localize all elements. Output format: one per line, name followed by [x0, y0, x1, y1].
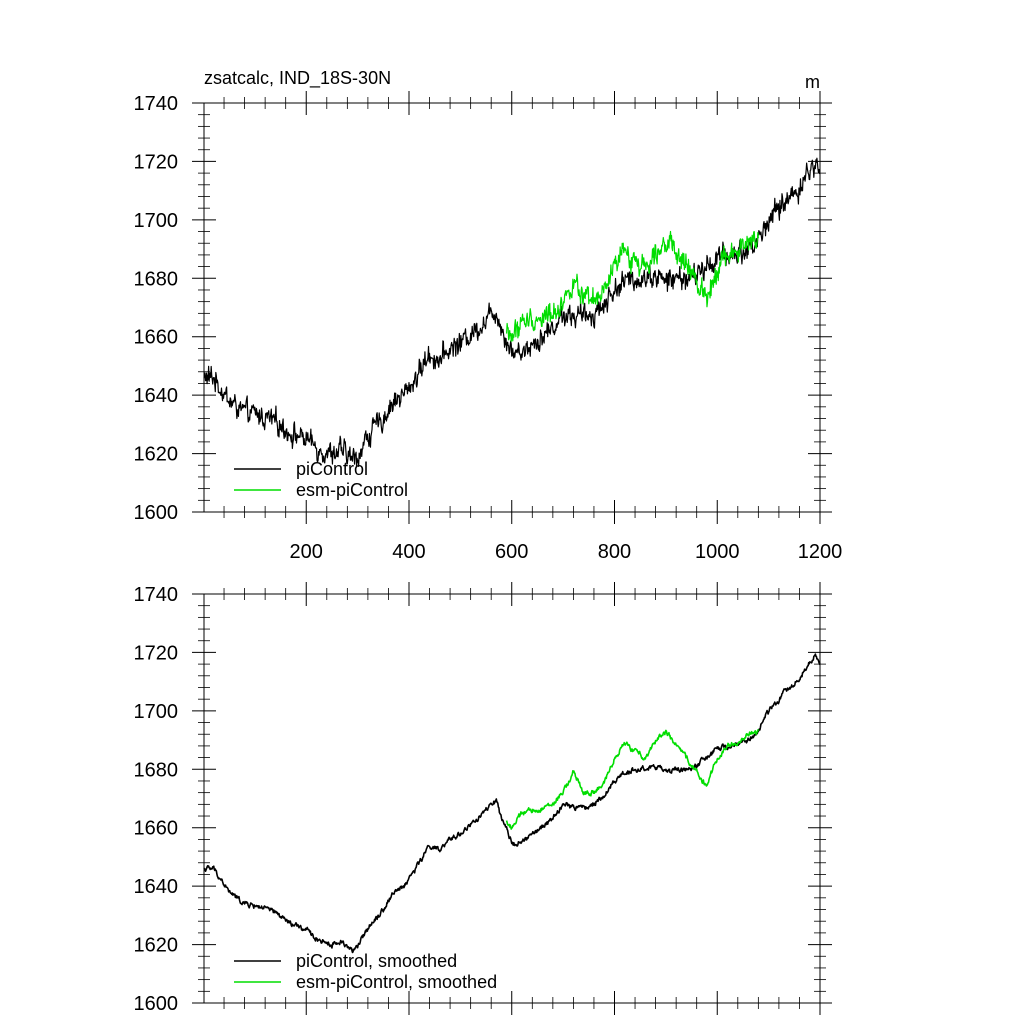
y-tick-label: 1680 — [134, 759, 179, 781]
series-line-esm-picontrol-smoothed — [505, 728, 760, 830]
series-line-esm-picontrol — [506, 230, 759, 343]
y-tick-label: 1720 — [134, 642, 179, 664]
x-tick-label: 200 — [290, 541, 323, 563]
top-chart-axes: 1600 1620 1640 1660 1680 1700 1720 1740 200 400 60… — [134, 91, 843, 563]
legend-label-esm-picontrol: esm-piControl — [296, 480, 408, 500]
x-tick-label: 800 — [598, 541, 631, 563]
units-label: m — [805, 72, 820, 92]
bottom-chart-legend: piControl, smoothed esm-piControl, smoot… — [234, 951, 497, 992]
legend-label-esm-picontrol-smoothed: esm-piControl, smoothed — [296, 972, 497, 992]
x-tick-label: 400 — [392, 541, 425, 563]
top-chart-marks — [203, 157, 821, 468]
y-tick-label: 1680 — [134, 268, 179, 290]
y-tick-label: 1620 — [134, 935, 179, 957]
y-tick-label: 1600 — [134, 502, 179, 524]
bottom-chart-panel: 1600 1620 1640 1660 1680 1700 1720 1740 piContr… — [134, 582, 832, 1015]
plot-frame — [203, 102, 821, 513]
y-tick-label: 1660 — [134, 327, 179, 349]
bottom-chart-marks — [203, 653, 821, 954]
y-tick-label: 1640 — [134, 876, 179, 898]
x-tick-label: 1000 — [695, 541, 740, 563]
y-tick-label: 1640 — [134, 385, 179, 407]
y-tick-label: 1720 — [134, 151, 179, 173]
y-tick-label: 1700 — [134, 701, 179, 723]
y-tick-label: 1620 — [134, 444, 179, 466]
y-tick-label: 1660 — [134, 818, 179, 840]
y-tick-label: 1740 — [134, 584, 179, 606]
y-tick-label: 1740 — [134, 93, 179, 115]
top-chart-legend: piControl esm-piControl — [234, 459, 408, 500]
series-line-picontrol-smoothed — [203, 653, 821, 954]
chart-title: zsatcalc, IND_18S-30N — [204, 68, 391, 89]
y-tick-label: 1700 — [134, 210, 179, 232]
y-tick-label: 1600 — [134, 993, 179, 1015]
legend-label-picontrol-smoothed: piControl, smoothed — [296, 951, 457, 971]
top-chart-panel: zsatcalc, IND_18S-30N m 1600 1620 1640 1660… — [134, 68, 843, 563]
x-tick-label: 600 — [495, 541, 528, 563]
bottom-chart-axes: 1600 1620 1640 1660 1680 1700 1720 1740 — [134, 582, 832, 1015]
x-tick-label: 1200 — [798, 541, 843, 563]
plot-frame — [203, 593, 821, 1004]
series-line-picontrol — [203, 157, 821, 468]
legend-label-picontrol: piControl — [296, 459, 368, 479]
